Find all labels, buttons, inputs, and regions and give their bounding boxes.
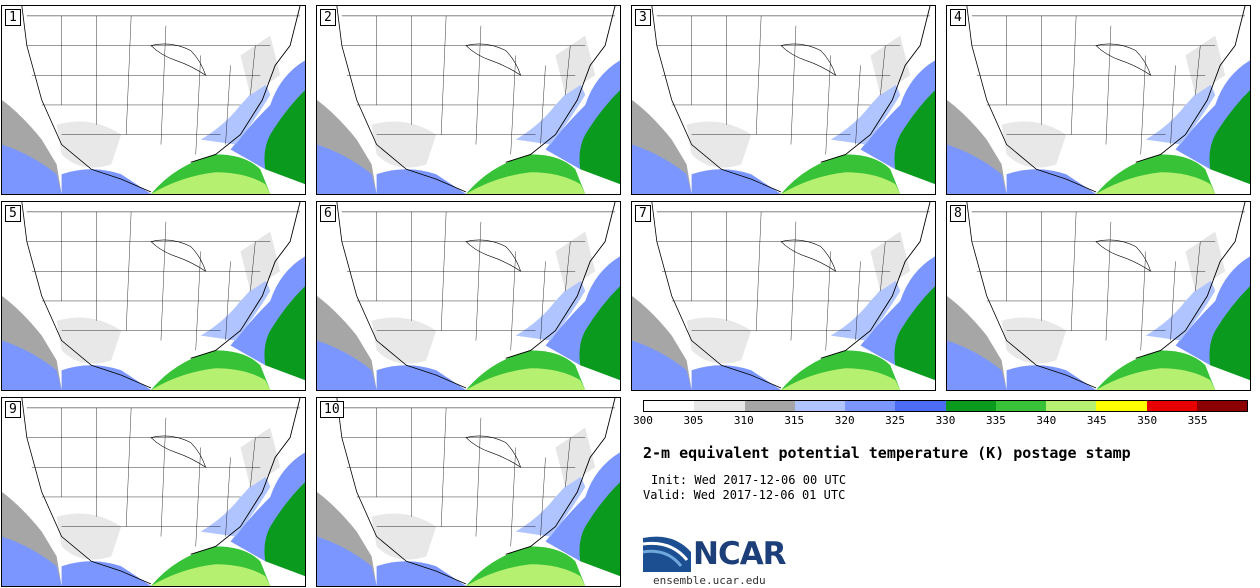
panel-number: 8 <box>950 205 966 222</box>
colorbar-segment <box>945 401 996 411</box>
colorbar-segment <box>1196 401 1247 411</box>
panel-number: 1 <box>5 9 21 26</box>
ncar-logo-text: NCAR <box>693 536 787 572</box>
colorbar-label: 300 <box>633 414 653 427</box>
colorbar-labels: 300 305 310 315 320 325 330 335 340 345 350 355 <box>633 414 1248 428</box>
colorbar-label: 325 <box>885 414 906 427</box>
map-panel: 1 <box>1 5 306 195</box>
panel-number: 7 <box>635 205 651 222</box>
figure-title: 2-m equivalent potential temperature (K)… <box>643 444 1131 462</box>
colorbar-segment <box>694 401 745 411</box>
map-panel: 9 <box>1 397 306 587</box>
init-time: Init: Wed 2017-12-06 00 UTC <box>651 473 847 487</box>
panel-number: 2 <box>320 9 336 26</box>
colorbar-label: 355 <box>1187 414 1208 427</box>
colorbar-label: 315 <box>784 414 805 427</box>
colorbar-label: 320 <box>834 414 855 427</box>
map-panel: 5 <box>1 201 306 391</box>
colorbar-label: 330 <box>935 414 956 427</box>
colorbar <box>643 400 1248 412</box>
colorbar-segment <box>794 401 845 411</box>
map-panel: 4 <box>946 5 1251 195</box>
colorbar-segment <box>995 401 1046 411</box>
colorbar-segment <box>845 401 896 411</box>
ncar-logo-icon <box>643 536 691 572</box>
colorbar-label: 340 <box>1036 414 1057 427</box>
colorbar-segment <box>895 401 946 411</box>
panel-number: 6 <box>320 205 336 222</box>
colorbar-label: 305 <box>683 414 704 427</box>
panel-number: 9 <box>5 401 21 418</box>
panel-number: 3 <box>635 9 651 26</box>
map-panel: 7 <box>631 201 936 391</box>
colorbar-label: 310 <box>733 414 754 427</box>
map-panel: 8 <box>946 201 1251 391</box>
panel-number: 10 <box>320 401 344 418</box>
colorbar-segment <box>1096 401 1147 411</box>
map-panel: 10 <box>316 397 621 587</box>
valid-time: Valid: Wed 2017-12-06 01 UTC <box>643 488 846 502</box>
colorbar-segment <box>744 401 795 411</box>
panel-number: 5 <box>5 205 21 222</box>
colorbar-label: 345 <box>1086 414 1107 427</box>
map-panel: 3 <box>631 5 936 195</box>
map-panel: 6 <box>316 201 621 391</box>
map-panel: 2 <box>316 5 621 195</box>
colorbar-label: 335 <box>985 414 1006 427</box>
panel-number: 4 <box>950 9 966 26</box>
colorbar-segment <box>644 401 695 411</box>
colorbar-segment <box>1046 401 1097 411</box>
logo-url: ensemble.ucar.edu <box>653 574 766 587</box>
colorbar-label: 350 <box>1137 414 1158 427</box>
colorbar-segment <box>1146 401 1197 411</box>
